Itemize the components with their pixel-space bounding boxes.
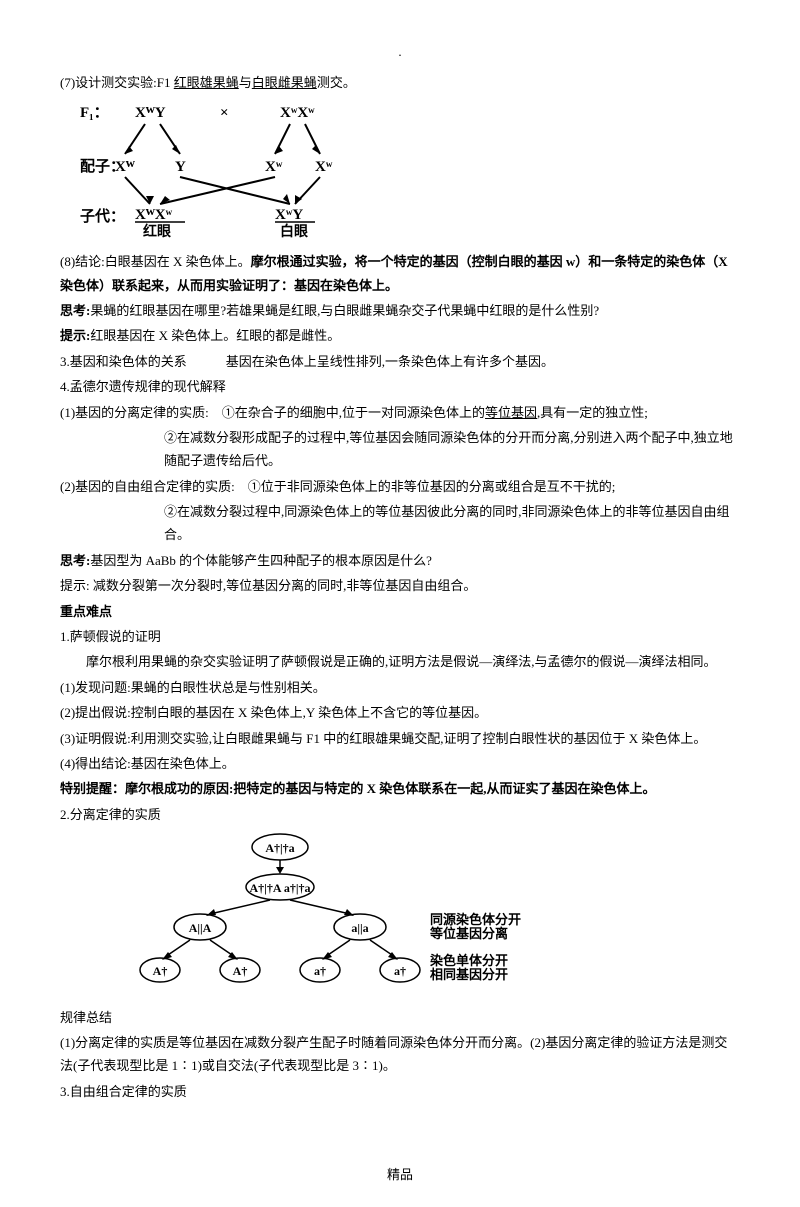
tree-note2b: 相同基因分开 xyxy=(430,967,508,982)
k1-2: (2)提出假说:控制白眼的基因在 X 染色体上,Y 染色体上不含它的等位基因。 xyxy=(60,701,740,724)
footer: 精品 xyxy=(60,1163,740,1186)
section-7: (7)设计测交实验:F1 红眼雄果蝇与白眼雌果蝇测交。 xyxy=(60,71,740,94)
s7-mid: 与 xyxy=(239,75,252,90)
key-title: 重点难点 xyxy=(60,600,740,623)
section-8: (8)结论:白眼基因在 X 染色体上。摩尔根通过实验，将一个特定的基因（控制白眼… xyxy=(60,250,740,297)
tree-diagram: A†|†a A†|†A a†|†a A||A a||a 同源染色体分开 等位基因… xyxy=(120,832,740,999)
k1: 1.萨顿假说的证明 xyxy=(60,625,740,648)
think1: 思考:果蝇的红眼基因在哪里?若雄果蝇是红眼,与白眼雌果蝇杂交子代果蝇中红眼的是什… xyxy=(60,299,740,322)
tree-n4c: a† xyxy=(314,964,326,978)
g3: Xʷ xyxy=(265,159,283,175)
parent2: XʷXʷ xyxy=(280,105,315,121)
cross-x: × xyxy=(220,105,229,121)
tree-note2a: 染色单体分开 xyxy=(429,953,508,968)
k3: 3.自由组合定律的实质 xyxy=(60,1080,740,1103)
s4-1b: ②在减数分裂形成配子的过程中,等位基因会随同源染色体的分开而分离,分别进入两个配… xyxy=(60,426,740,473)
tree-note1b: 等位基因分离 xyxy=(429,926,508,941)
f1-label: F₁： xyxy=(80,105,109,121)
s8a: (8)结论:白眼基因在 X 染色体上。 xyxy=(60,254,251,269)
k1-body: 摩尔根利用果蝇的杂交实验证明了萨顿假说是正确的,证明方法是假说—演绎法,与孟德尔… xyxy=(60,650,740,673)
s7-title: (7)设计测交实验:F1 xyxy=(60,75,174,90)
section-3: 3.基因和染色体的关系 基因在染色体上呈线性排列,一条染色体上有许多个基因。 xyxy=(60,350,740,373)
k1-3: (3)证明假说:利用测交实验,让白眼雌果蝇与 F1 中的红眼雄果蝇交配,证明了控… xyxy=(60,727,740,750)
s4-1a-t: (1)基因的分离定律的实质: ①在杂合子的细胞中,位于一对同源染色体上的 xyxy=(60,405,485,420)
g2: Y xyxy=(175,159,186,175)
k2: 2.分离定律的实质 xyxy=(60,803,740,826)
cross-diagram: F₁： XᵂY × XʷXʷ 配子： Xᵂ Y Xʷ Xʷ 子代： XᵂXʷ 红… xyxy=(80,99,740,246)
special-label: 特别提醒： xyxy=(60,781,125,796)
k1-1: (1)发现问题:果蝇的白眼性状总是与性别相关。 xyxy=(60,676,740,699)
s4-2b: ②在减数分裂过程中,同源染色体上的等位基因彼此分离的同时,非同源染色体上的非等位… xyxy=(60,500,740,547)
think2-text: 基因型为 AaBb 的个体能够产生四种配子的根本原因是什么? xyxy=(90,553,432,568)
s4-1a-u: 等位基因 xyxy=(485,405,537,420)
o1-ph: 红眼 xyxy=(143,223,171,239)
rule1: (1)分离定律的实质是等位基因在减数分裂产生配子时随着同源染色体分开而分离。(2… xyxy=(60,1031,740,1078)
tree-n4b: A† xyxy=(233,964,248,978)
tip1: 提示:红眼基因在 X 染色体上。红眼的都是雌性。 xyxy=(60,324,740,347)
tip1-text: 红眼基因在 X 染色体上。红眼的都是雌性。 xyxy=(90,328,340,343)
o2: XʷY xyxy=(275,207,303,223)
tip2: 提示: 减数分裂第一次分裂时,等位基因分离的同时,非等位基因自由组合。 xyxy=(60,574,740,597)
tree-n4d: a† xyxy=(394,964,406,978)
tree-n1: A†|†a xyxy=(265,841,294,855)
think1-label: 思考: xyxy=(60,303,90,318)
think2: 思考:基因型为 AaBb 的个体能够产生四种配子的根本原因是什么? xyxy=(60,549,740,572)
think2-label: 思考: xyxy=(60,553,90,568)
tree-note1a: 同源染色体分开 xyxy=(430,912,521,927)
page-dot: . xyxy=(60,40,740,63)
tip1-label: 提示: xyxy=(60,328,90,343)
g4: Xʷ xyxy=(315,159,333,175)
rule-title: 规律总结 xyxy=(60,1006,740,1029)
g1: Xᵂ xyxy=(115,159,136,175)
tree-n3b: a||a xyxy=(351,921,368,935)
o2-ph: 白眼 xyxy=(280,223,308,239)
section-4: 4.孟德尔遗传规律的现代解释 xyxy=(60,375,740,398)
s7-part2: 白眼雌果蝇 xyxy=(252,75,317,90)
k1-4: (4)得出结论:基因在染色体上。 xyxy=(60,752,740,775)
s7-end: 测交。 xyxy=(317,75,356,90)
o1: XᵂXʷ xyxy=(135,207,173,223)
special: 特别提醒：摩尔根成功的原因:把特定的基因与特定的 X 染色体联系在一起,从而证实… xyxy=(60,777,740,800)
tree-n3a: A||A xyxy=(189,921,212,935)
special-text: 摩尔根成功的原因:把特定的基因与特定的 X 染色体联系在一起,从而证实了基因在染… xyxy=(125,781,655,796)
s4-2a: (2)基因的自由组合定律的实质: ①位于非同源染色体上的非等位基因的分离或组合是… xyxy=(60,475,740,498)
parent1: XᵂY xyxy=(135,105,166,121)
tree-n2: A†|†A a†|†a xyxy=(250,881,311,895)
tree-n4a: A† xyxy=(153,964,168,978)
think1-text: 果蝇的红眼基因在哪里?若雄果蝇是红眼,与白眼雌果蝇杂交子代果蝇中红眼的是什么性别… xyxy=(90,303,599,318)
s4-1a-2: ,具有一定的独立性; xyxy=(537,405,648,420)
off-label: 子代： xyxy=(80,207,125,225)
s7-part1: 红眼雄果蝇 xyxy=(174,75,239,90)
s4-1a: (1)基因的分离定律的实质: ①在杂合子的细胞中,位于一对同源染色体上的等位基因… xyxy=(60,401,740,424)
